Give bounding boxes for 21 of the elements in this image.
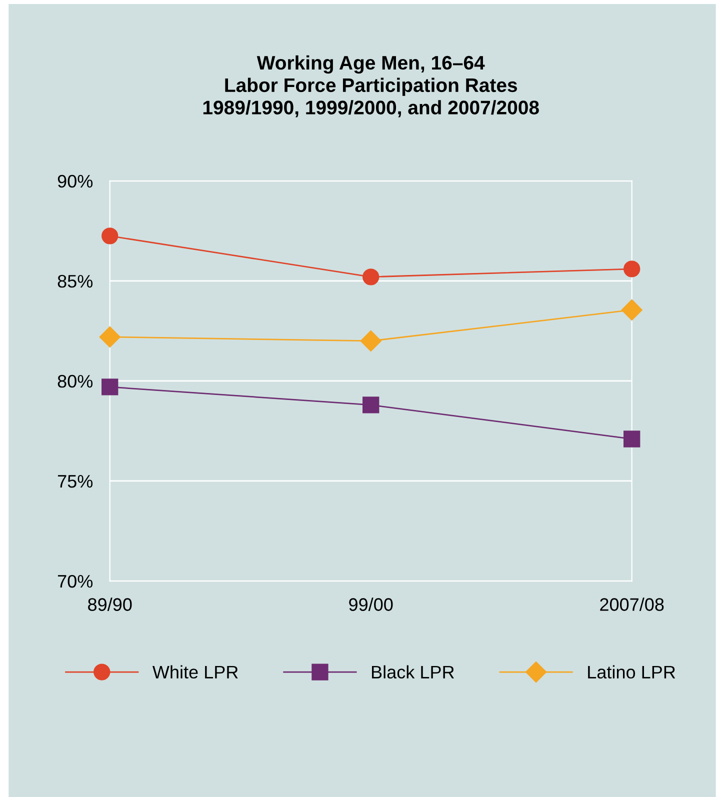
x-tick-label: 89/90: [88, 598, 132, 611]
point: [99, 326, 120, 348]
y-tick-label: 75%: [58, 475, 93, 488]
point: [362, 268, 380, 286]
legend-label: Latino LPR: [588, 665, 676, 679]
point: [102, 228, 118, 244]
point: [621, 299, 642, 320]
point: [362, 396, 380, 414]
legend-label: White LPR: [152, 665, 238, 679]
y-tick-label: 70%: [58, 574, 93, 588]
x-tick-label: 99/00: [349, 598, 393, 611]
legend-label: Black LPR: [372, 665, 454, 679]
chart-title: Working Age Men, 16–64 Labor Force Participation Rates 1989/1990, 1999/2000, and 2007/2008: [203, 55, 539, 118]
x-tick-label: 2007/08: [600, 598, 664, 611]
point: [102, 378, 118, 396]
y-tick-label: 85%: [58, 274, 93, 288]
point: [624, 260, 640, 278]
y-tick-label: 90%: [58, 174, 93, 188]
point: [360, 330, 382, 352]
y-tick-label: 80%: [58, 374, 93, 388]
point: [624, 430, 640, 448]
